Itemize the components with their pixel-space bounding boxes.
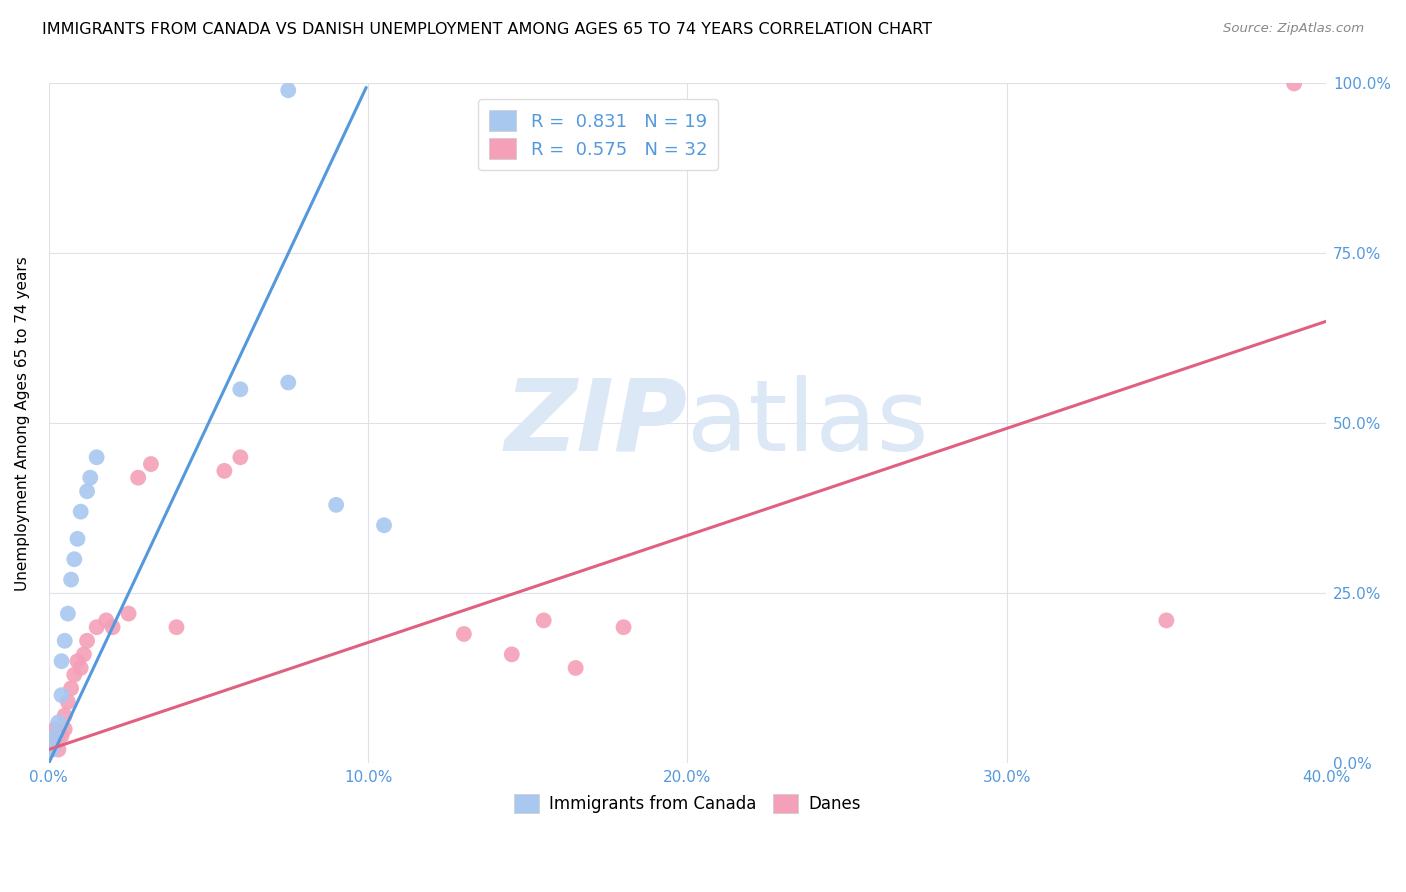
Point (214, 464, 236, 478)
Point (139, 457, 162, 471)
Point (117, 607, 139, 621)
Point (44, 729, 66, 743)
Point (76, 633, 98, 648)
Point (53, 708, 76, 723)
Point (277, 376, 299, 390)
Point (63, 552, 86, 566)
Point (60, 573, 83, 587)
Point (51, 688, 73, 702)
Point (277, 83, 299, 97)
Text: Source: ZipAtlas.com: Source: ZipAtlas.com (1223, 22, 1364, 36)
Point (166, 620, 188, 634)
Point (53, 633, 76, 648)
Text: atlas: atlas (688, 375, 929, 472)
Point (73, 648, 96, 662)
Point (56, 607, 79, 621)
Point (564, 661, 586, 675)
Point (66, 654, 89, 668)
Point (66, 532, 89, 546)
Point (53, 722, 76, 736)
Text: IMMIGRANTS FROM CANADA VS DANISH UNEMPLOYMENT AMONG AGES 65 TO 74 YEARS CORRELAT: IMMIGRANTS FROM CANADA VS DANISH UNEMPLO… (42, 22, 932, 37)
Point (612, 620, 634, 634)
Point (501, 648, 523, 662)
Point (44, 736, 66, 750)
Point (44, 722, 66, 736)
Text: ZIP: ZIP (505, 375, 688, 472)
Point (69, 661, 91, 675)
Point (453, 627, 475, 641)
Point (373, 518, 395, 533)
Point (46, 729, 69, 743)
Point (63, 667, 86, 681)
Legend: Immigrants from Canada, Danes: Immigrants from Canada, Danes (505, 783, 870, 822)
Point (127, 470, 149, 484)
Point (41, 742, 63, 756)
Point (41, 736, 63, 750)
Point (41, 742, 63, 756)
Point (60, 681, 83, 696)
Point (46, 715, 69, 730)
Point (101, 620, 124, 634)
Point (229, 382, 252, 396)
Point (86, 620, 108, 634)
Point (51, 654, 73, 668)
Point (1156, 614, 1178, 628)
Point (229, 450, 252, 465)
Point (1282, 77, 1305, 91)
Point (51, 729, 73, 743)
Point (56, 695, 79, 709)
Point (79, 470, 101, 484)
Point (46, 742, 69, 756)
Point (533, 614, 555, 628)
Point (69, 505, 91, 519)
Point (86, 450, 108, 465)
Point (76, 484, 98, 499)
Y-axis label: Unemployment Among Ages 65 to 74 years: Unemployment Among Ages 65 to 74 years (15, 256, 30, 591)
Point (325, 498, 347, 512)
Point (96, 614, 118, 628)
